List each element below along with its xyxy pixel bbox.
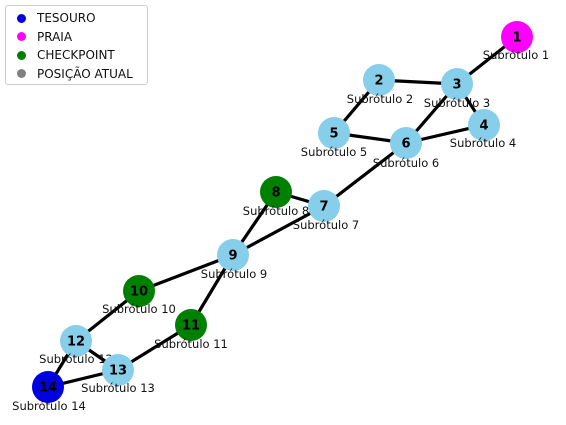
legend-item-checkpoint: CHECKPOINT: [12, 46, 147, 65]
node-number-2: 2: [374, 74, 383, 89]
node-circle-14: [32, 371, 64, 403]
legend-label-posicao-atual: POSIÇÃO ATUAL: [37, 66, 133, 81]
node-10: 10 Subrótulo 10: [102, 275, 176, 316]
node-13: 13 Subrótulo 13: [81, 354, 155, 395]
edge-9-7: [232, 204, 325, 257]
node-3: 3 Subrótulo 3: [424, 68, 490, 110]
node-circle-4: [468, 109, 500, 141]
node-label-14: Subrótulo 14: [12, 399, 86, 413]
legend-item-praia: PRAIA: [12, 28, 147, 47]
node-circle-3: [441, 68, 473, 100]
node-number-10: 10: [130, 285, 148, 300]
node-9: 9 Subrótulo 9: [201, 239, 267, 281]
node-label-13: Subrótulo 13: [81, 381, 155, 395]
legend-marker-posicao-atual: [17, 69, 26, 79]
node-number-12: 12: [67, 335, 85, 350]
node-label-9: Subrótulo 9: [201, 267, 267, 281]
node-6: 6 Subrótulo 6: [373, 127, 439, 170]
node-circle-5: [318, 117, 350, 149]
node-number-6: 6: [401, 137, 410, 152]
node-circle-7: [308, 190, 340, 222]
legend-label-tesouro: TESOURO: [37, 11, 96, 26]
node-14: 14 Subrótulo 14: [12, 371, 86, 413]
legend-item-tesouro: TESOURO: [12, 9, 147, 28]
node-circle-6: [390, 127, 422, 159]
node-1: 1 Subrótulo 1: [483, 21, 549, 62]
legend: TESOURO PRAIA CHECKPOINT POSIÇÃO ATUAL: [5, 5, 148, 85]
edge-9-10: [138, 253, 234, 293]
node-label-4: Subrótulo 4: [450, 136, 516, 150]
node-circle-1: [501, 21, 533, 53]
node-circle-8: [260, 176, 292, 208]
node-label-5: Subrótulo 5: [301, 145, 367, 159]
legend-label-checkpoint: CHECKPOINT: [37, 48, 115, 63]
node-label-7: Subrótulo 7: [293, 218, 359, 232]
legend-marker-praia: [17, 32, 26, 42]
node-11: 11 Subrótulo 11: [154, 309, 228, 351]
node-circle-12: [60, 325, 92, 357]
node-number-8: 8: [271, 186, 280, 201]
node-number-7: 7: [319, 200, 328, 215]
legend-marker-tesouro: [17, 13, 26, 23]
node-circle-2: [363, 64, 395, 96]
node-circle-13: [102, 354, 134, 386]
node-number-9: 9: [228, 249, 237, 264]
node-label-11: Subrótulo 11: [154, 337, 228, 351]
edge-6-7: [323, 141, 407, 208]
node-number-5: 5: [329, 127, 338, 142]
node-circle-11: [175, 309, 207, 341]
node-label-3: Subrótulo 3: [424, 96, 490, 110]
node-4: 4 Subrótulo 4: [450, 109, 516, 150]
node-label-1: Subrótulo 1: [483, 48, 549, 62]
node-label-2: Subrótulo 2: [347, 92, 413, 106]
node-number-1: 1: [512, 31, 521, 46]
node-label-6: Subrótulo 6: [373, 156, 439, 170]
legend-marker-checkpoint: [17, 50, 26, 60]
legend-label-praia: PRAIA: [37, 29, 73, 44]
node-2: 2 Subrótulo 2: [347, 64, 413, 106]
node-number-3: 3: [452, 78, 461, 93]
node-label-8: Subrótulo 8: [243, 204, 309, 218]
node-12: 12 Subrótulo 12: [39, 325, 113, 366]
node-number-14: 14: [39, 381, 57, 396]
node-label-12: Subrótulo 12: [39, 352, 113, 366]
node-7: 7 Subrótulo 7: [293, 190, 359, 232]
node-number-13: 13: [109, 364, 127, 379]
node-number-11: 11: [182, 319, 200, 334]
node-5: 5 Subrótulo 5: [301, 117, 367, 159]
legend-item-posicao-atual: POSIÇÃO ATUAL: [12, 65, 147, 84]
node-circle-9: [217, 239, 249, 271]
node-number-4: 4: [479, 119, 488, 134]
node-circle-10: [123, 275, 155, 307]
node-8: 8 Subrótulo 8: [243, 176, 309, 218]
node-label-10: Subrótulo 10: [102, 302, 176, 316]
